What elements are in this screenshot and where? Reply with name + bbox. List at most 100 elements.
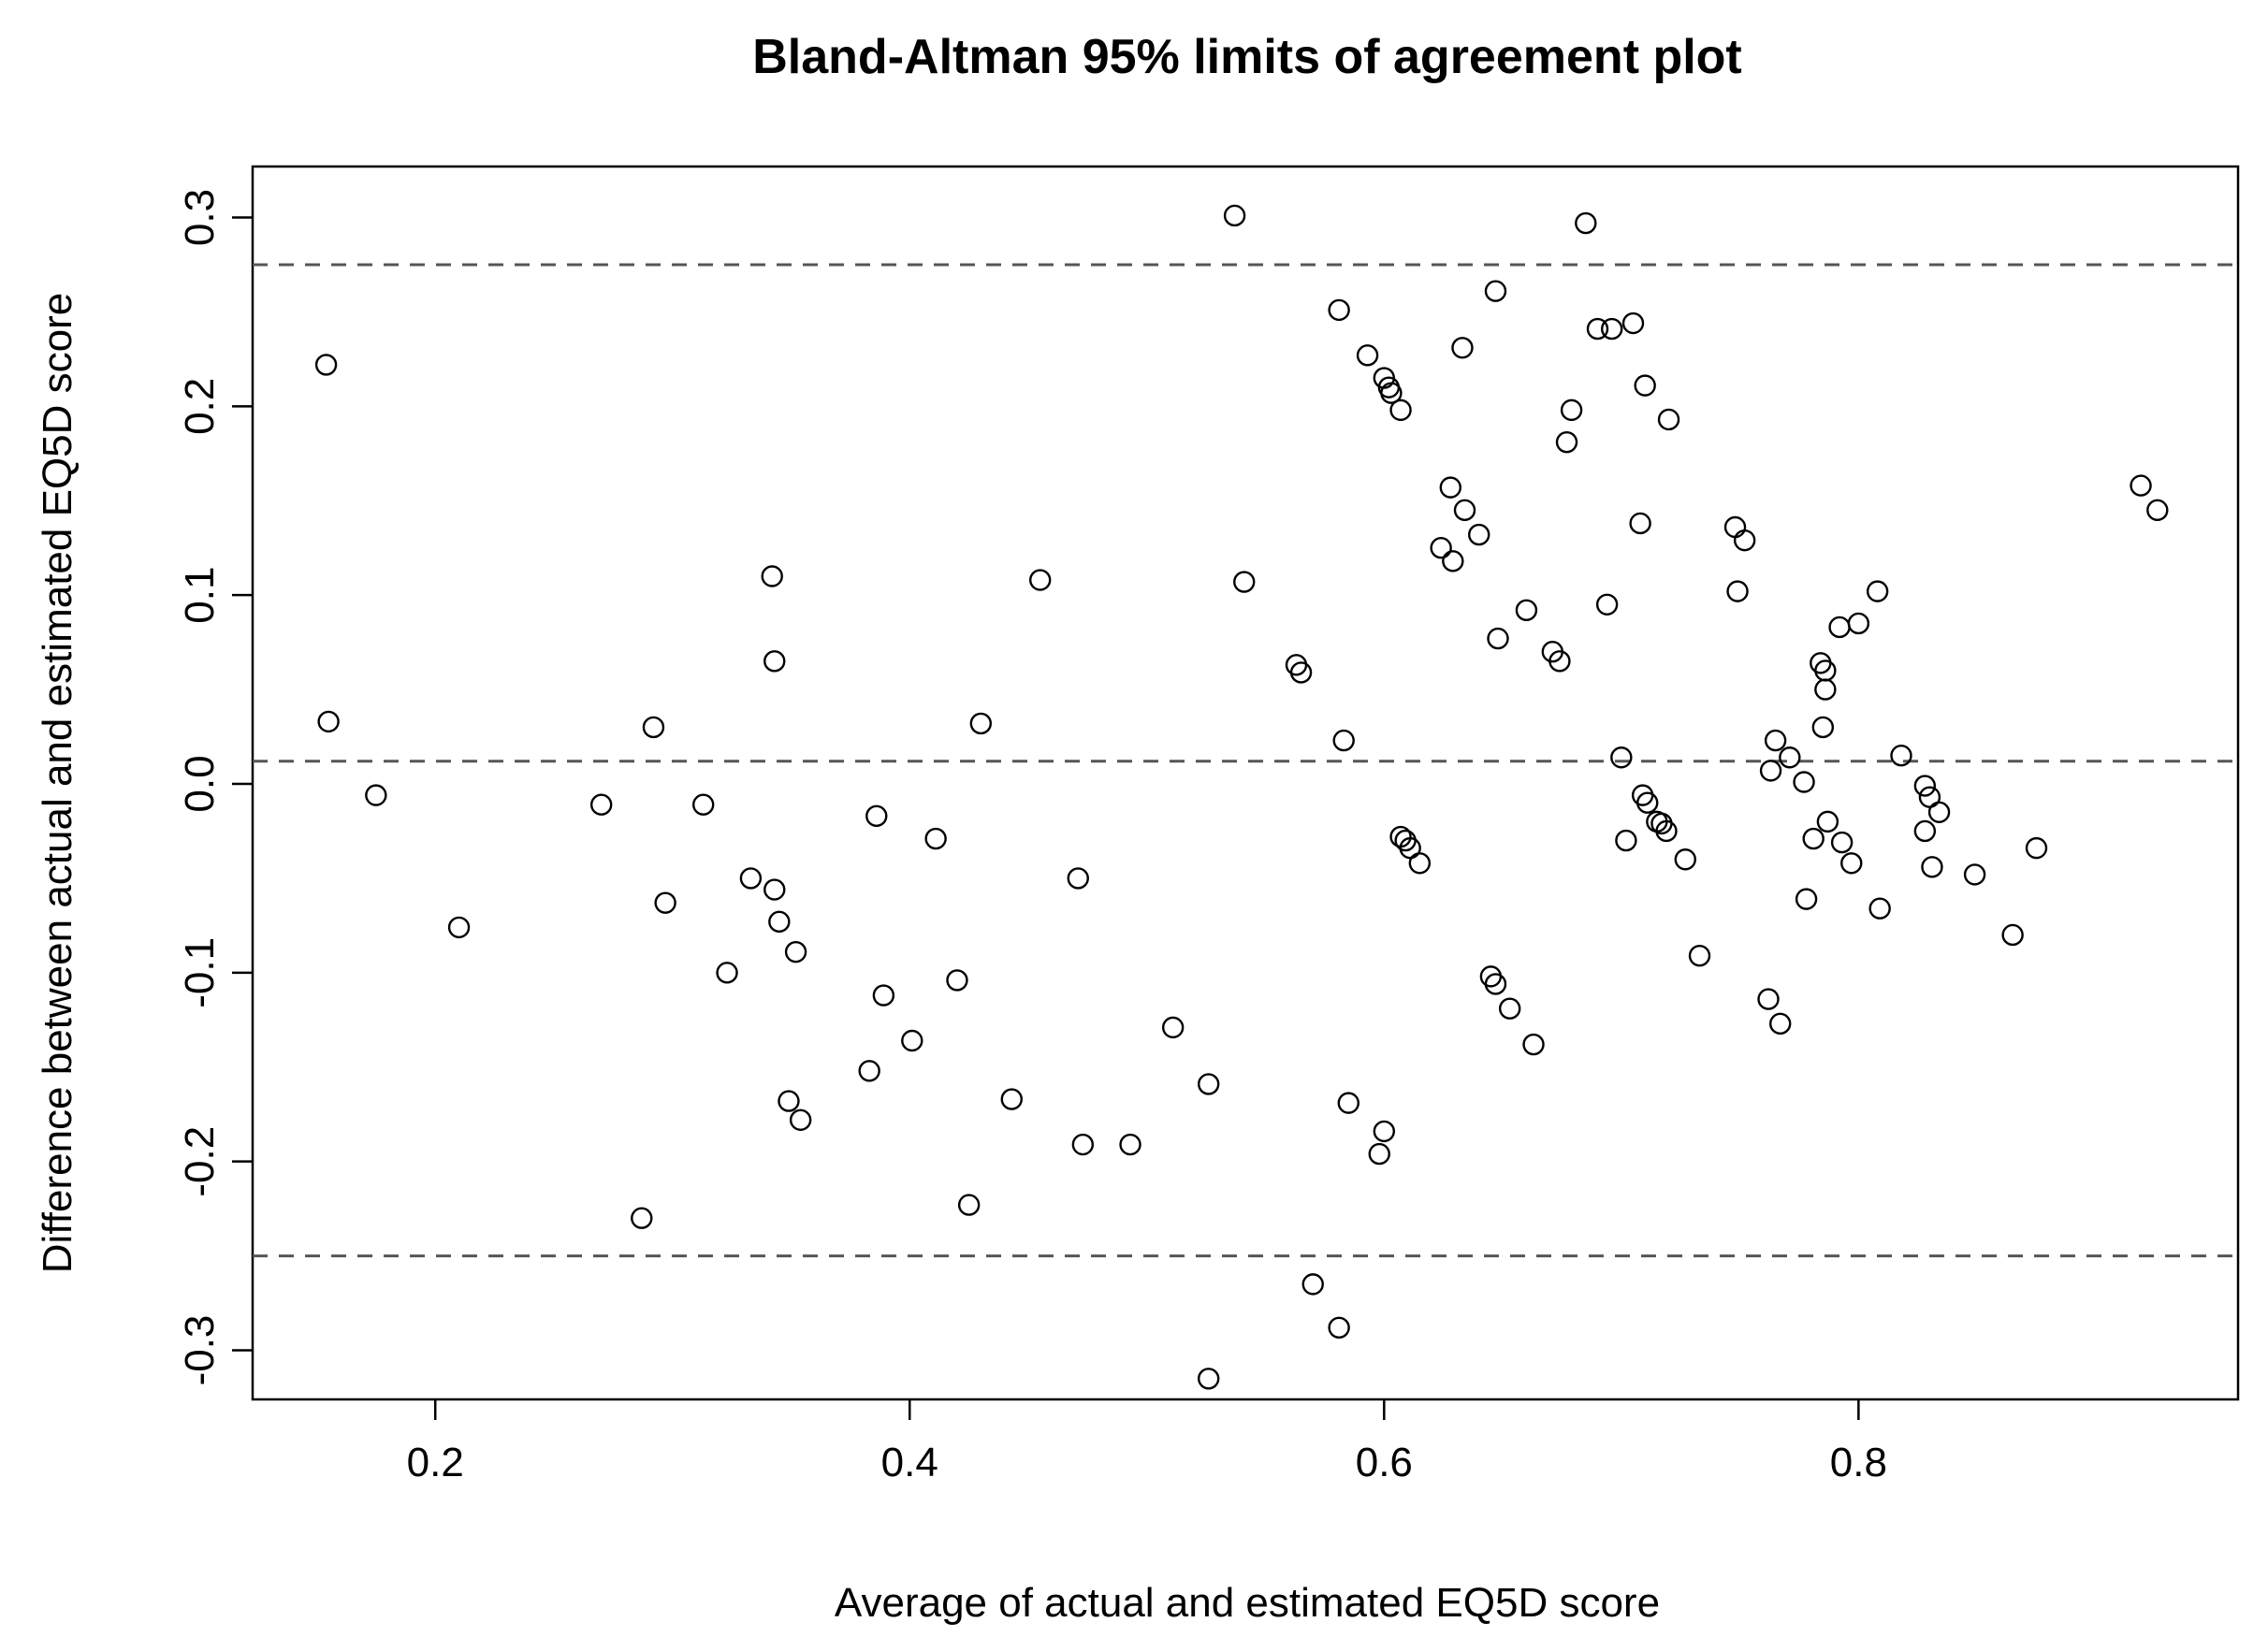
data-point [2146, 499, 2169, 522]
data-point [858, 1060, 880, 1082]
data-point [1634, 374, 1656, 397]
data-point [924, 827, 947, 850]
data-point [1439, 476, 1461, 499]
data-point [763, 650, 786, 673]
data-point [1430, 537, 1452, 559]
data-point [1600, 317, 1623, 340]
data-point [1629, 512, 1651, 535]
data-point [784, 940, 807, 963]
data-point [1830, 831, 1854, 854]
data-point [946, 969, 968, 992]
data-point [1913, 775, 1937, 797]
y-tick-label: -0.1 [177, 937, 223, 1008]
data-points [314, 204, 2169, 1390]
data-point [1921, 856, 1943, 878]
data-point [317, 710, 340, 733]
data-point [1356, 344, 1379, 367]
y-tick-label: 0.0 [177, 755, 223, 812]
data-point [2025, 836, 2048, 860]
data-point [1595, 593, 1619, 616]
y-tick-label: 0.3 [177, 189, 223, 246]
data-point [1757, 988, 1780, 1010]
data-point [1764, 729, 1787, 752]
plot-frame [251, 165, 2240, 1401]
data-point [1484, 973, 1507, 995]
data-point [1468, 523, 1490, 546]
data-point [631, 1207, 653, 1229]
x-axis-label: Average of actual and estimated EQ5D sco… [835, 1580, 1660, 1626]
data-point [1793, 771, 1815, 793]
data-point [2130, 474, 2152, 497]
y-tick-label: 0.1 [177, 567, 223, 624]
data-point [716, 962, 738, 984]
data-point [1560, 398, 1583, 422]
data-point [739, 867, 763, 890]
data-point [1840, 852, 1863, 875]
data-point [1802, 827, 1825, 850]
x-tick-label: 0.2 [407, 1440, 464, 1485]
data-point [1657, 408, 1680, 431]
data-point [969, 712, 993, 735]
data-point [1515, 599, 1538, 622]
data-point [1301, 1273, 1324, 1296]
x-axis: 0.2 0.4 0.6 0.8 [407, 1399, 1887, 1485]
data-point [1000, 1088, 1023, 1110]
data-point [872, 984, 895, 1007]
limits-of-agreement-lines [253, 263, 2238, 1258]
data-point [1442, 550, 1464, 572]
data-point [1586, 317, 1609, 340]
data-point [1389, 398, 1412, 422]
data-point [1768, 1012, 1792, 1036]
data-point [1373, 1120, 1396, 1143]
data-point [957, 1194, 981, 1216]
data-point [1868, 897, 1891, 920]
data-point [1615, 829, 1637, 852]
data-point [1029, 569, 1052, 591]
data-point [314, 354, 338, 376]
data-point [1408, 852, 1432, 875]
data-point [768, 910, 791, 934]
data-point [1918, 786, 1941, 808]
y-tick-label: -0.2 [177, 1126, 223, 1197]
x-tick-label: 0.6 [1356, 1440, 1413, 1485]
data-point [1484, 280, 1507, 302]
data-point [1816, 810, 1839, 833]
data-point [1233, 571, 1256, 593]
data-point [763, 878, 786, 901]
data-point [1161, 1016, 1185, 1039]
data-point [1890, 745, 1912, 767]
data-point [1814, 678, 1837, 701]
data-point [1451, 337, 1474, 359]
data-point [1555, 430, 1578, 454]
data-point [1522, 1033, 1545, 1056]
data-point [1575, 211, 1597, 235]
data-point [1289, 661, 1313, 684]
y-tick-label: 0.2 [177, 378, 223, 435]
data-point [1328, 1316, 1350, 1340]
data-point [1811, 716, 1835, 739]
data-point [1498, 997, 1521, 1020]
data-point [1487, 627, 1509, 650]
data-point [1963, 863, 1986, 886]
data-point [789, 1108, 812, 1131]
data-point [1198, 1368, 1220, 1390]
data-point [1866, 580, 1889, 602]
data-point [1636, 791, 1659, 814]
data-point [654, 891, 676, 914]
data-point [447, 916, 471, 939]
data-point [778, 1090, 800, 1112]
data-point [865, 804, 888, 828]
data-point [1828, 616, 1851, 639]
data-point [1198, 1073, 1220, 1095]
data-point [365, 784, 387, 806]
chart-title: Bland-Altman 95% limits of agreement plo… [752, 30, 1742, 84]
data-point [1071, 1133, 1095, 1156]
data-point [1847, 612, 1870, 635]
data-point [1655, 819, 1678, 843]
data-point [1759, 760, 1782, 782]
data-point [1337, 1092, 1359, 1114]
data-point [1119, 1133, 1141, 1156]
data-point [1726, 580, 1749, 602]
data-point [642, 716, 665, 739]
